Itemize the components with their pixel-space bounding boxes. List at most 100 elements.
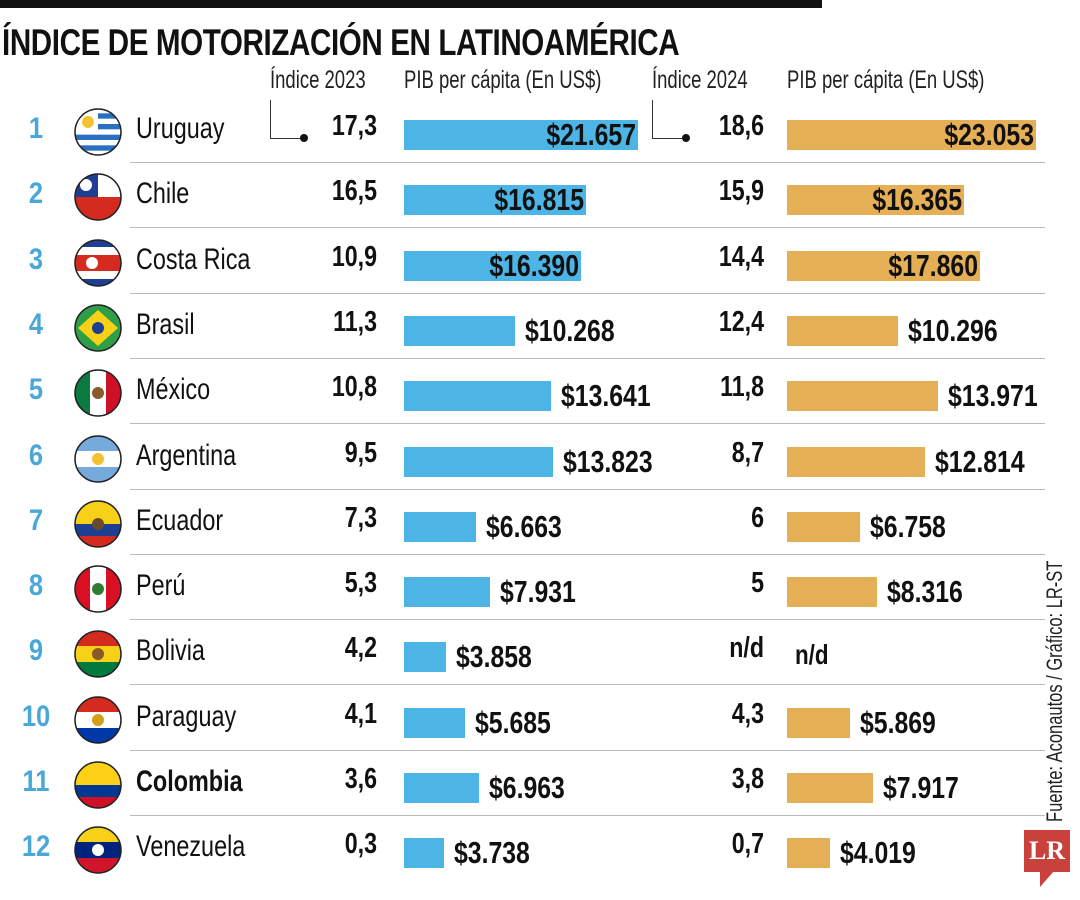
country-name: Ecuador [136, 503, 224, 537]
pib2024-label: $12.814 [935, 443, 1026, 479]
header-pib-2023: PIB per cápita (En US$) [404, 66, 602, 94]
peru-flag-icon [74, 565, 122, 613]
venezuela-flag-icon [74, 826, 122, 875]
source-note: Fuente: Aconautos / Gráfico: LR-ST [1042, 560, 1067, 822]
pib2023-label: $10.268 [524, 312, 615, 348]
country-name: Brasil [136, 307, 195, 341]
pib2023-label: $5.685 [475, 704, 552, 740]
bolivia-flag-icon [74, 630, 122, 679]
mexico-flag-icon [74, 369, 122, 417]
header-connector-2024 [652, 100, 685, 139]
pib2024-label: $10.296 [908, 312, 998, 348]
index-2024: 5 [751, 567, 764, 600]
table-row: 7 Ecuador 7,3 6 $6.663 $6.758 [0, 490, 1045, 555]
pib2023-bar [404, 838, 445, 869]
pib2023-label: $3.858 [455, 639, 532, 675]
pib2023-bar [404, 250, 581, 281]
index-2023: 4,1 [344, 697, 377, 730]
header-index-2023: Índice 2023 [270, 66, 366, 94]
pib2023-bar [404, 511, 476, 542]
rank: 8 [28, 569, 44, 603]
argentina-flag-icon [74, 434, 122, 483]
rank: 7 [28, 503, 44, 537]
country-name: Argentina [136, 438, 237, 472]
row-divider [130, 553, 1045, 555]
pib2023-label: $13.823 [563, 443, 653, 479]
pib2024-bar [787, 838, 831, 869]
colombia-flag-icon [74, 761, 122, 809]
row-divider [130, 357, 1045, 359]
pib2023-bar [404, 773, 480, 803]
pib2024-label: $17.860 [888, 247, 978, 283]
pib2024-bar [787, 773, 873, 803]
index-2024: 3,8 [731, 763, 764, 795]
index-2024: 15,9 [718, 175, 764, 208]
pib2024-label: n/d [795, 639, 829, 671]
header-pib-2024: PIB per cápita (En US$) [787, 66, 985, 94]
index-2023: 4,2 [344, 632, 377, 665]
pib2024-label: $23.053 [944, 117, 1034, 152]
rank: 3 [28, 242, 44, 276]
pib2024-label: $16.365 [872, 182, 962, 218]
pib2023-label: $21.657 [546, 117, 636, 152]
pib2024-label: $13.971 [947, 378, 1038, 414]
pib2023-bar [404, 185, 586, 216]
index-2023: 9,5 [344, 436, 377, 469]
costa-rica-flag-icon [74, 238, 122, 287]
pib2023-bar [404, 315, 515, 346]
index-2023: 7,3 [344, 501, 377, 534]
country-name: Venezuela [136, 830, 246, 864]
pib2024-bar [787, 120, 1036, 150]
rank: 2 [28, 177, 44, 211]
pib2023-label: $7.931 [499, 574, 576, 610]
index-2024: 6 [751, 501, 764, 534]
pib2023-bar [404, 642, 446, 673]
rank: 4 [28, 307, 44, 341]
index-2024: 14,4 [718, 240, 764, 273]
pib2024-label: $6.758 [869, 508, 946, 544]
row-divider [130, 749, 1045, 751]
table-row: 4 Brasil 11,3 12,4 $10.268 $10.296 [0, 294, 1045, 359]
pib2024-bar [787, 446, 926, 477]
brasil-flag-icon [74, 304, 122, 352]
country-name: Paraguay [136, 699, 237, 733]
pib2024-bar [787, 315, 899, 346]
table-row: 8 Perú 5,3 5 $7.931 $8.316 [0, 555, 1045, 621]
index-2023: 10,9 [331, 240, 377, 273]
index-2024: 18,6 [718, 110, 764, 142]
connector-dot-2023 [300, 134, 308, 142]
index-2023: 11,3 [333, 305, 377, 338]
pib2024-label: $8.316 [886, 574, 963, 610]
table-row: 11 Colombia 3,6 3,8 $6.963 $7.917 [0, 751, 1045, 816]
row-divider [130, 815, 1045, 816]
row-divider [130, 619, 1045, 621]
pib2023-label: $6.663 [485, 508, 562, 544]
header-connector-2023 [270, 100, 303, 139]
rank: 10 [21, 699, 51, 733]
index-2023: 10,8 [331, 371, 377, 404]
rank: 11 [22, 765, 50, 798]
index-2024: 0,7 [731, 828, 764, 861]
row-divider [130, 227, 1045, 229]
pib2023-bar [404, 707, 466, 738]
pib2024-label: $7.917 [882, 770, 959, 805]
index-2023: 0,3 [344, 828, 377, 861]
country-name: Bolivia [136, 634, 205, 668]
pib2024-bar [787, 707, 851, 738]
index-2024: n/d [729, 632, 764, 665]
index-2024: 12,4 [718, 305, 764, 338]
chart-title: ÍNDICE DE MOTORIZACIÓN EN LATINOAMÉRICA [2, 22, 680, 63]
index-2023: 5,3 [344, 567, 377, 600]
pib2023-bar [404, 120, 638, 150]
rank: 6 [28, 438, 44, 472]
pib2023-bar [404, 577, 490, 608]
top-rule [0, 0, 822, 8]
table-row: 2 Chile 16,5 15,9 $16.815 $16.365 [0, 163, 1045, 229]
pib2023-label: $3.738 [454, 835, 531, 871]
pib2023-bar [404, 381, 552, 412]
pib2024-bar [787, 381, 938, 412]
table-row: 12 Venezuela 0,3 0,7 $3.738 $4.019 [0, 816, 1045, 881]
country-name: Chile [136, 177, 190, 211]
rank: 12 [21, 830, 51, 864]
